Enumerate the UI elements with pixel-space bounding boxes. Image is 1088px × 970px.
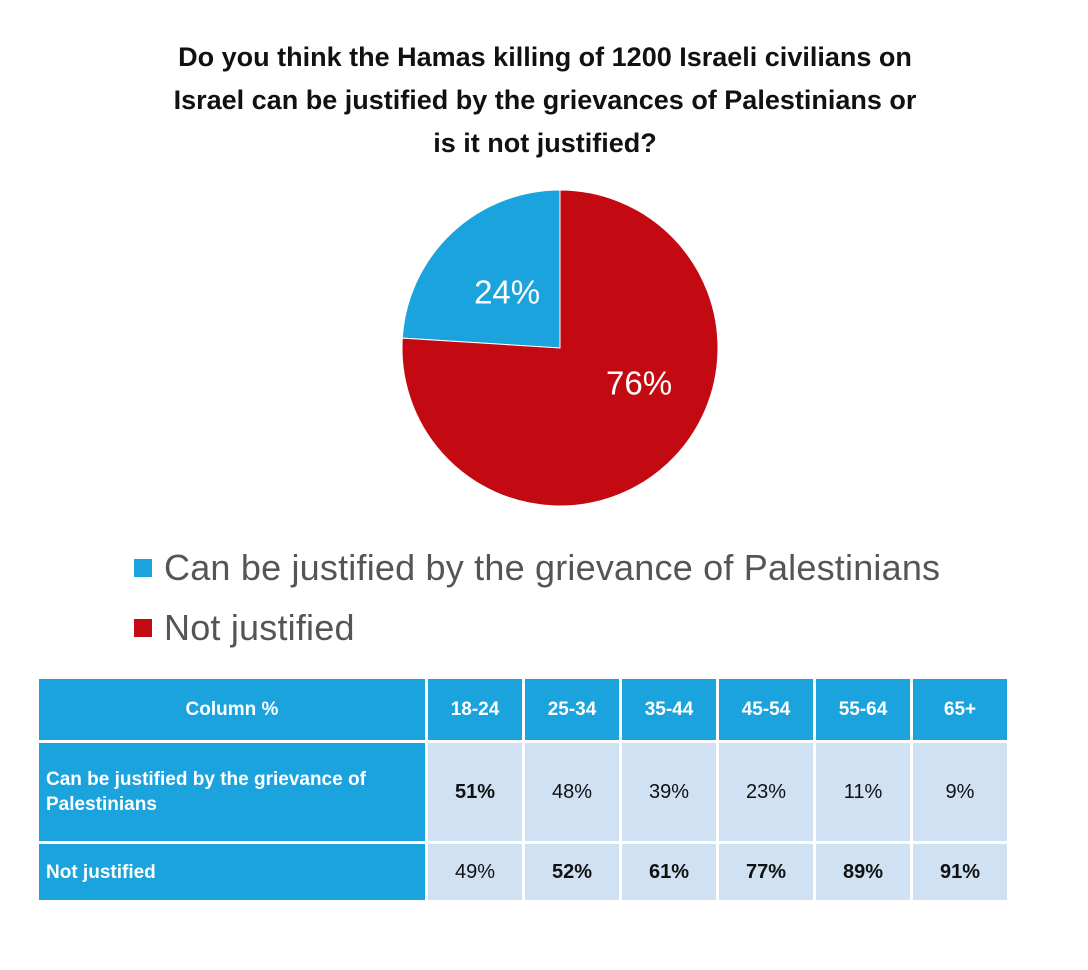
table-cell: 9% [910,740,1010,844]
legend-item-justified: Can be justified by the grievance of Pal… [134,538,940,598]
table-cell: 11% [813,740,913,844]
table-cell: 49% [425,841,525,903]
legend-swatch-not-justified [134,619,152,637]
table-cell: 51% [425,740,525,844]
table-row: Can be justified by the grievance of Pal… [36,740,1010,844]
pie-slice-1 [401,189,719,507]
table-cell: 23% [716,740,816,844]
row-label: Can be justified by the grievance of Pal… [36,740,428,844]
pie-slice-0 [401,189,561,349]
table-cell: 61% [619,841,719,903]
column-header: 25-34 [522,676,622,743]
chart-title-line-3: is it not justified? [433,128,657,158]
pie-data-label-0: 24% [474,274,540,311]
legend: Can be justified by the grievance of Pal… [134,538,940,658]
chart-title-line-1: Do you think the Hamas killing of 1200 I… [178,42,912,72]
legend-label-not-justified: Not justified [164,607,355,648]
age-breakdown-table: Column % 18-24 25-34 35-44 45-54 55-64 6… [36,676,1010,903]
pie-data-label-1: 76% [606,364,672,401]
column-header: 65+ [910,676,1010,743]
column-header: 18-24 [425,676,525,743]
column-header: 55-64 [813,676,913,743]
legend-label-justified: Can be justified by the grievance of Pal… [164,547,941,588]
row-label: Not justified [36,841,428,903]
table-cell: 89% [813,841,913,903]
chart-title: Do you think the Hamas killing of 1200 I… [100,36,990,165]
table-cell: 77% [716,841,816,903]
legend-item-not-justified: Not justified [134,598,940,658]
column-header: 45-54 [716,676,816,743]
pie-chart: 24% 76% [401,189,719,507]
table-corner-header: Column % [36,676,428,743]
column-header: 35-44 [619,676,719,743]
table-cell: 48% [522,740,622,844]
table-cell: 91% [910,841,1010,903]
chart-title-line-2: Israel can be justified by the grievance… [173,85,917,115]
table-row: Not justified 49% 52% 61% 77% 89% 91% [36,841,1010,903]
table-cell: 39% [619,740,719,844]
table-cell: 52% [522,841,622,903]
table-header-row: Column % 18-24 25-34 35-44 45-54 55-64 6… [36,676,1010,743]
legend-swatch-justified [134,559,152,577]
